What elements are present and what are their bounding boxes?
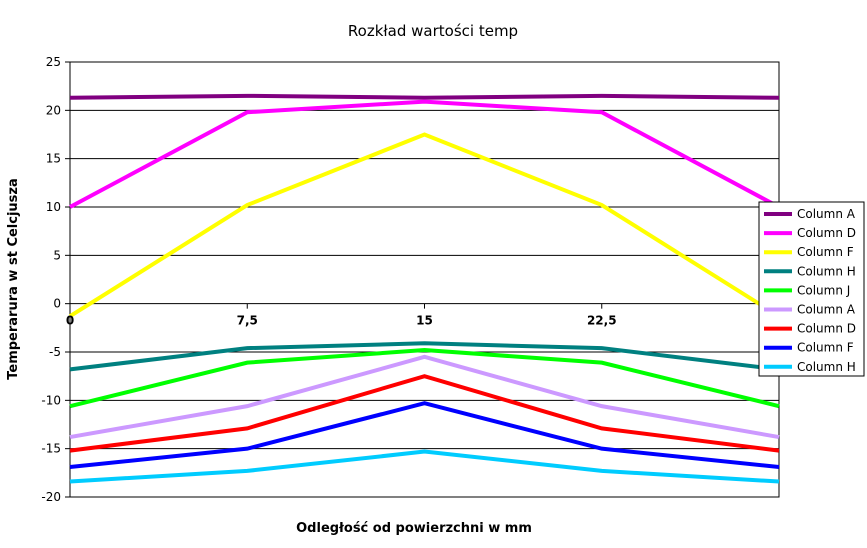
gridlines	[70, 61, 779, 498]
series-line-4	[69, 341, 780, 372]
series-line-1	[69, 93, 780, 100]
x-tick-label: 0	[66, 314, 74, 328]
x-axis-ticks: 0 7,5 15 22,5	[66, 303, 780, 328]
series-line-2	[69, 99, 780, 209]
y-tick-label: -10	[41, 393, 61, 407]
series-line-3	[68, 132, 781, 318]
legend-entry: Column H	[797, 360, 856, 374]
y-tick-label: -20	[41, 490, 61, 504]
legend-entry: Column F	[797, 245, 854, 259]
x-tick-label: 7,5	[237, 314, 258, 328]
legend-entry: Column A	[797, 207, 856, 221]
series-lines	[68, 93, 781, 484]
y-tick-label: 20	[46, 103, 61, 117]
plot-area	[69, 61, 780, 498]
y-axis-ticks: -20 -15 -10 -5 0 5 10 15 20 25	[41, 55, 70, 504]
y-tick-label: -15	[41, 442, 61, 456]
legend-entry: Column D	[797, 226, 856, 240]
legend-entry: Column J	[797, 283, 850, 297]
y-tick-label: 5	[53, 248, 61, 262]
legend-entry: Column F	[797, 341, 854, 355]
series-line-7	[69, 374, 780, 453]
y-tick-label: -5	[49, 345, 61, 359]
series-line-6	[69, 354, 780, 440]
y-tick-label: 15	[46, 152, 61, 166]
legend-entry: Column H	[797, 264, 856, 278]
x-tick-label: 15	[416, 314, 433, 328]
series-line-5	[69, 348, 780, 409]
y-tick-label: 10	[46, 200, 61, 214]
series-line-8	[69, 401, 780, 470]
legend-entry: Column D	[797, 322, 856, 336]
legend: Column A Column D Column F Column H Column J…	[758, 201, 865, 377]
x-tick-label: 22,5	[587, 314, 617, 328]
legend-entry: Column A	[797, 303, 856, 317]
y-tick-label: 0	[53, 297, 61, 311]
chart-title: Rozkład wartości temp	[348, 22, 518, 40]
x-axis-title: Odległość od powierzchni w mm	[296, 521, 532, 536]
y-axis-title: Temperarura w st Celcjusza	[6, 178, 21, 380]
series-line-9	[69, 449, 780, 484]
y-tick-label: 25	[46, 55, 61, 69]
